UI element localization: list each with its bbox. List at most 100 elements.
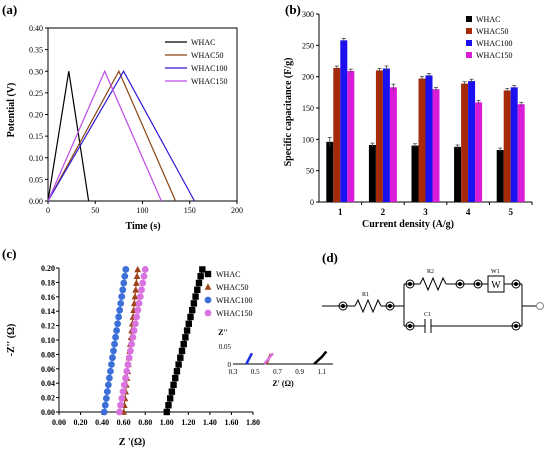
legend-swatch-WHAC150 <box>466 52 472 58</box>
series-line-WHAC100 <box>47 70 196 202</box>
chart-a-xlabel: Time (s) <box>125 221 160 232</box>
x-tick-label: 1.00 <box>160 418 174 427</box>
bar-WHAC-3 <box>411 145 419 202</box>
node-5 <box>473 279 483 289</box>
y-tick-label: 0.04 <box>41 379 55 388</box>
y-tick-label: 0.40 <box>29 24 43 33</box>
y-tick-label: 50 <box>306 167 314 176</box>
legend-swatch-WHAC <box>466 16 472 22</box>
point-WHAC50 <box>133 272 141 280</box>
legend-marker-WHAC50 <box>204 283 212 290</box>
point-WHAC150 <box>135 299 143 307</box>
y-tick-label: 0.10 <box>29 154 43 163</box>
series-line-WHAC100 <box>103 269 127 413</box>
point-WHAC150 <box>118 395 126 402</box>
legend-label-WHAC: WHAC <box>216 270 240 279</box>
point-WHAC <box>173 368 181 375</box>
y-tick-label: 0.00 <box>41 408 55 417</box>
y-tick-label: 150 <box>302 104 314 113</box>
bar-WHAC50-3 <box>418 78 426 202</box>
plot-a: 0.00 0.05 0.10 0.15 0.20 0.25 0.30 0.35 0.40 0 50 1… <box>29 24 243 215</box>
x-tick-label: 1.40 <box>203 418 217 427</box>
point-WHAC <box>168 388 176 395</box>
point-WHAC150 <box>125 354 133 362</box>
bar-WHAC50-4 <box>461 83 469 202</box>
bar-WHAC150-1 <box>347 71 355 202</box>
legend-label-WHAC: WHAC <box>191 38 215 47</box>
y-tick-label: 0.15 <box>29 132 43 141</box>
y-tick-label: 300 <box>302 10 314 19</box>
y-tick-label: 0.20 <box>41 264 55 273</box>
point-WHAC <box>195 279 203 287</box>
point-WHAC150 <box>141 266 149 273</box>
point-WHAC100 <box>119 286 127 294</box>
point-WHAC150 <box>130 327 138 334</box>
x-tick-label: 0 <box>46 206 50 215</box>
series-line-WHAC150 <box>47 69 162 202</box>
legend-swatch-WHAC100 <box>466 40 472 46</box>
equivalent-circuit <box>322 275 544 333</box>
point-WHAC150 <box>140 272 148 280</box>
bar-WHAC100-3 <box>425 75 433 202</box>
point-WHAC150 <box>127 347 134 355</box>
x-tick-label: 4 <box>466 207 471 217</box>
point-WHAC <box>163 408 170 416</box>
point-WHAC50 <box>134 265 142 273</box>
point-WHAC150 <box>133 313 141 321</box>
plot-c: 0.00 0.02 0.04 0.06 0.08 0.10 0.12 0.14 0.16 0.18… <box>41 264 260 427</box>
point-WHAC150 <box>115 408 123 416</box>
warburg-symbol: W <box>491 280 501 291</box>
y-tick-label: 0.08 <box>41 350 55 359</box>
circuit-label-r1: R1 <box>362 292 369 298</box>
point-WHAC100 <box>114 320 122 328</box>
chart-b-xlabel: Current density (A/g) <box>362 219 454 230</box>
point-WHAC100 <box>113 327 120 334</box>
circuit-label-w1: W1 <box>491 269 500 275</box>
series-line-WHAC <box>166 269 203 413</box>
point-WHAC <box>166 395 174 402</box>
y-tick-label: 0.25 <box>29 89 43 98</box>
legend-label-WHAC100: WHAC100 <box>216 296 252 305</box>
panel-label-c: (c) <box>2 246 16 261</box>
point-WHAC <box>180 340 187 348</box>
x-tick-label: 0.40 <box>95 418 109 427</box>
node-3 <box>405 279 415 289</box>
point-WHAC150 <box>117 401 124 409</box>
point-WHAC <box>199 266 206 273</box>
bar-WHAC100-1 <box>340 40 348 202</box>
point-WHAC150 <box>129 333 137 341</box>
bar-WHAC150-2 <box>389 87 397 202</box>
y-tick-label: 0 <box>310 198 314 207</box>
inset-x-tick-label: 1.1 <box>318 368 327 376</box>
point-WHAC100 <box>109 354 116 362</box>
y-tick-label: 0.05 <box>29 175 43 184</box>
inset-x-tick-label: 0.5 <box>251 368 260 376</box>
legend-label-WHAC: WHAC <box>476 15 500 24</box>
x-tick-label: 1 <box>338 207 343 217</box>
resistor-r2 <box>419 276 447 292</box>
point-WHAC100 <box>103 388 111 396</box>
y-tick-label: 0.10 <box>41 336 55 345</box>
legend-label-WHAC50: WHAC50 <box>191 51 223 60</box>
chart-c-ylabel: -Z'' (Ω) <box>6 324 17 357</box>
node-6 <box>511 279 521 289</box>
legend-label-WHAC150: WHAC150 <box>476 51 512 60</box>
inset-x-tick-label: 0.3 <box>229 368 238 376</box>
x-tick-label: 2 <box>381 207 386 217</box>
point-WHAC <box>172 374 179 382</box>
node-1 <box>338 301 348 311</box>
y-tick-label: 0.14 <box>41 307 55 316</box>
y-tick-label: 0.30 <box>29 67 43 76</box>
point-WHAC50 <box>132 279 140 286</box>
point-WHAC150 <box>136 293 144 300</box>
chart-b-ylabel: Specific capacitance (F/g) <box>283 58 294 167</box>
point-WHAC150 <box>134 306 142 314</box>
circuit-label-c1: C1 <box>424 312 431 318</box>
y-tick-label: 0.20 <box>29 111 43 120</box>
point-WHAC100 <box>101 401 109 409</box>
bar-WHAC-5 <box>496 149 504 202</box>
point-WHAC <box>175 361 182 368</box>
resistor-r1 <box>354 298 382 314</box>
point-WHAC100 <box>115 313 123 321</box>
